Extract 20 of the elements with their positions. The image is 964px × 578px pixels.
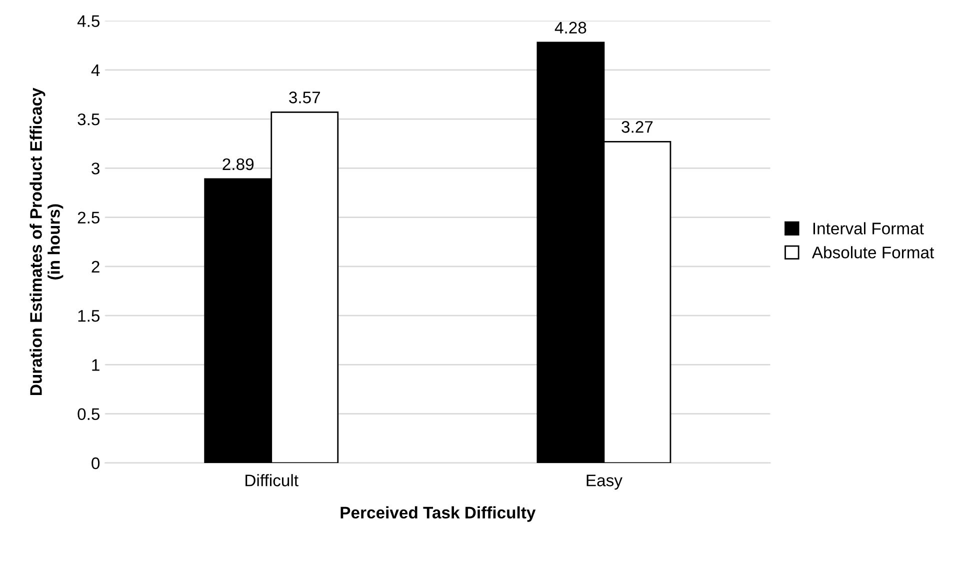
y-tick-label: 3 [92,162,100,174]
y-tick-label: 4.5 [77,15,100,28]
data-label: 3.27 [622,121,653,133]
x-axis-title: Perceived Task Difficulty [340,506,536,522]
x-tick-label: Easy [586,474,622,490]
data-label: 2.89 [222,158,254,170]
y-tick-label: 0 [92,457,100,470]
data-label: 3.57 [289,92,320,104]
y-tick-label: 2 [92,260,100,272]
x-tick-label: Difficult [246,474,298,486]
y-tick-label: 2.5 [78,212,100,224]
data-label: 4.28 [554,22,586,34]
y-tick-label: 0.5 [78,408,100,420]
legend-label: Interval Format [813,222,924,234]
legend-label: Absolute Format [812,246,934,258]
y-axis-title: Duration Estimates of Product Efficacy (in hours) [30,88,64,395]
y-tick-label: 3.5 [78,113,100,126]
y-tick-label: 1 [92,359,100,371]
y-tick-label: 1.5 [78,310,100,322]
y-tick-label: 4 [91,64,100,76]
